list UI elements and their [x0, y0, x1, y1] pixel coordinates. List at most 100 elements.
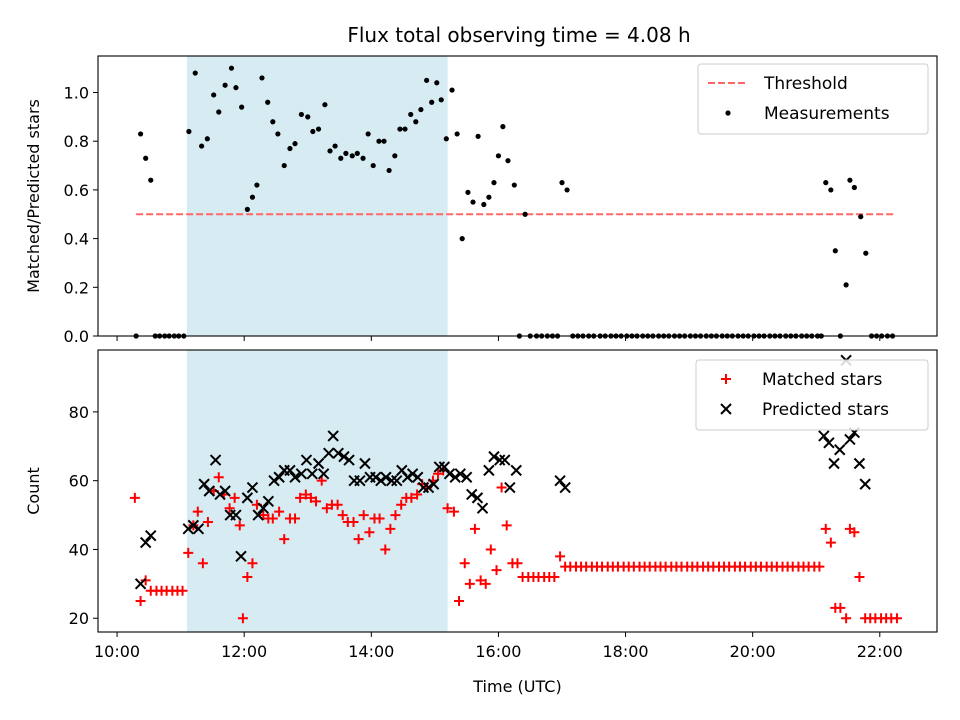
observing-window-span	[186, 56, 448, 336]
bottom-panel: 20 40 60 80 10:00 12:00 14:00 16:00 18:00 20:00 22…	[24, 349, 938, 696]
measurement-point	[386, 167, 392, 174]
matched-star-point	[267, 513, 278, 524]
matched-star-point	[835, 602, 846, 613]
matched-star-point	[234, 520, 245, 531]
matched-star-point	[213, 472, 224, 483]
measurement-point	[418, 106, 424, 113]
matched-star-point	[237, 613, 248, 624]
legend-label: Predicted stars	[762, 400, 889, 420]
predicted-star-point	[834, 444, 846, 456]
measurement-point	[495, 153, 502, 159]
measurement-point	[522, 211, 528, 217]
measurement-point	[143, 155, 149, 161]
predicted-star-point	[385, 474, 398, 487]
y-tick-label: 20	[69, 609, 89, 628]
matched-star-point	[316, 475, 327, 486]
matched-star-point	[406, 492, 417, 503]
predicted-star-point	[182, 523, 194, 535]
measurement-point	[199, 143, 205, 149]
y-tick-label: 60	[69, 472, 89, 491]
matched-star-point	[332, 499, 343, 510]
measurement-point	[338, 155, 344, 161]
matched-star-point	[464, 578, 475, 589]
predicted-star-point	[145, 529, 157, 542]
predicted-star-point	[844, 433, 856, 446]
measurement-point	[370, 162, 376, 169]
observing-window-span	[186, 350, 448, 632]
predicted-star-point	[192, 523, 205, 535]
predicted-star-point	[499, 454, 511, 466]
matched-star-point	[825, 537, 836, 548]
matched-star-point	[849, 527, 860, 538]
matched-star-point	[448, 506, 459, 517]
measurement-point	[332, 143, 338, 149]
measurement-point	[564, 187, 570, 193]
measurement-point	[429, 99, 435, 105]
matched-star-point	[224, 503, 235, 514]
predicted-star-point	[327, 430, 339, 442]
measurement-point	[343, 150, 349, 156]
measurement-point	[292, 141, 298, 147]
matched-star-point	[390, 510, 401, 521]
matched-star-point	[337, 510, 348, 521]
predicted-star-point	[257, 502, 269, 514]
measurement-point	[327, 148, 333, 154]
matched-star-point	[512, 558, 523, 569]
predicted-star-point	[317, 468, 330, 480]
predicted-star-point	[401, 471, 414, 483]
matched-star-point	[183, 547, 194, 558]
predicted-star-point	[338, 450, 350, 463]
measurement-point	[505, 158, 511, 164]
predicted-star-point	[332, 447, 344, 459]
measurement-point	[192, 70, 198, 76]
legend-predicted-swatch	[720, 403, 732, 415]
predicted-star-point	[187, 519, 200, 532]
predicted-star-point	[375, 474, 387, 487]
measurement-point	[354, 150, 360, 156]
measurement-point	[204, 136, 210, 142]
predicted-star-point	[449, 471, 461, 483]
predicted-star-point	[203, 485, 215, 497]
measurement-point	[233, 85, 239, 91]
matched-star-point	[454, 596, 465, 607]
predicted-star-point	[438, 461, 451, 473]
measurement-point	[287, 145, 293, 152]
predicted-star-point	[493, 454, 506, 466]
measurement-point	[270, 119, 276, 125]
matched-star-point	[229, 492, 240, 503]
y-tick-label: 0.2	[64, 278, 89, 297]
measurement-point	[310, 128, 316, 135]
matched-star-point	[321, 503, 332, 514]
matched-star-point	[433, 468, 444, 479]
predicted-star-point	[354, 474, 366, 487]
x-tick-label: 20:00	[730, 642, 776, 661]
matched-star-point	[820, 523, 831, 534]
matched-star-point	[891, 613, 902, 624]
legend: Matched stars Predicted stars	[695, 359, 929, 431]
predicted-star-point	[433, 461, 446, 473]
legend-measurement-swatch	[725, 110, 731, 116]
measurement-point	[315, 126, 322, 132]
predicted-star-point	[417, 481, 430, 494]
matched-star-point	[374, 513, 385, 524]
measurement-point	[413, 119, 419, 125]
predicted-star-point	[300, 454, 313, 466]
measurement-point	[454, 131, 460, 137]
measurement-point	[511, 182, 517, 188]
axes-frame	[97, 349, 938, 633]
measurement-point	[322, 102, 328, 108]
legend-box	[697, 63, 929, 135]
predicted-star-point	[466, 488, 478, 501]
measurement-point	[239, 104, 245, 110]
matched-star-point	[353, 534, 364, 545]
predicted-star-point	[427, 478, 440, 490]
predicted-star-point	[139, 536, 152, 549]
measurement-point	[424, 77, 430, 83]
predicted-star-point	[268, 474, 280, 487]
legend-label: Measurements	[764, 104, 890, 124]
y-tick-label: 0.6	[64, 181, 89, 200]
matched-star-point	[396, 499, 407, 510]
predicted-star-point	[471, 492, 484, 504]
matched-star-point	[501, 520, 512, 531]
